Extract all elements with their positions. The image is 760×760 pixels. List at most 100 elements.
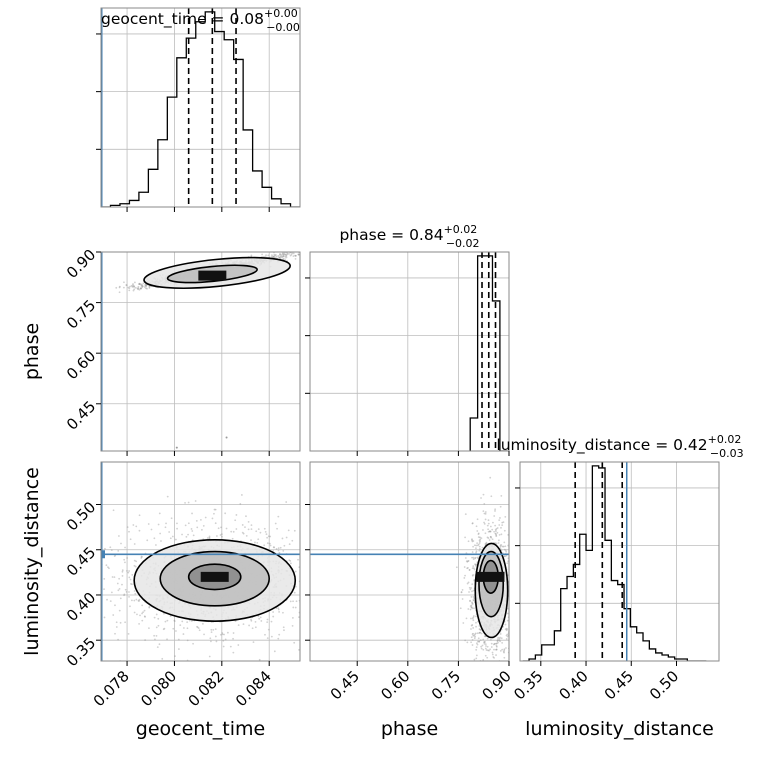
- scatter-point: [472, 632, 475, 635]
- scatter-point: [465, 617, 468, 620]
- scatter-point: [343, 538, 345, 540]
- scatter-point: [289, 562, 292, 565]
- outlier-point: [225, 436, 228, 439]
- scatter-point: [138, 600, 140, 602]
- scatter-point: [474, 632, 477, 635]
- scatter-point: [319, 567, 321, 569]
- scatter-point: [272, 611, 275, 613]
- scatter-point: [361, 584, 363, 586]
- scatter-point: [281, 537, 284, 540]
- scatter-point: [489, 661, 491, 663]
- scatter-point: [483, 642, 486, 645]
- scatter-point: [318, 539, 320, 541]
- scatter-point: [263, 527, 266, 530]
- scatter-point: [252, 641, 255, 644]
- scatter-point: [230, 530, 233, 533]
- scatter-point: [318, 601, 320, 603]
- scatter-point: [475, 615, 477, 618]
- scatter-point: [199, 519, 202, 521]
- scatter-point: [130, 284, 133, 287]
- scatter-point: [490, 646, 493, 648]
- title-prefix: luminosity_distance = 0.42: [496, 436, 707, 455]
- scatter-point: [495, 662, 497, 664]
- scatter-point: [495, 648, 497, 651]
- scatter-point: [295, 600, 298, 603]
- scatter-point: [489, 638, 492, 641]
- scatter-point: [55, 606, 57, 608]
- scatter-point: [211, 517, 214, 520]
- scatter-point: [467, 608, 470, 610]
- scatter-point: [148, 627, 150, 630]
- scatter-point: [470, 617, 472, 620]
- scatter-point: [305, 584, 307, 586]
- scatter-point: [505, 629, 508, 632]
- scatter-point: [459, 607, 462, 610]
- scatter-point: [192, 534, 195, 537]
- scatter-point: [460, 591, 463, 593]
- scatter-point: [512, 599, 514, 601]
- scatter-point: [323, 588, 325, 590]
- scatter-point: [510, 579, 512, 581]
- scatter-point: [472, 567, 475, 570]
- scatter-point: [516, 567, 518, 569]
- scatter-point: [141, 612, 143, 615]
- scatter-point: [132, 524, 135, 526]
- scatter-point: [281, 256, 284, 258]
- scatter-point: [282, 255, 285, 257]
- scatter-point: [522, 608, 524, 610]
- scatter-point: [320, 561, 322, 563]
- scatter-point: [343, 539, 345, 541]
- scatter-point: [109, 546, 112, 549]
- scatter-point: [495, 666, 497, 668]
- scatter-point: [493, 643, 496, 645]
- scatter-point: [157, 523, 160, 526]
- scatter-point: [461, 598, 464, 600]
- scatter-point: [134, 565, 137, 568]
- scatter-point: [492, 669, 494, 671]
- scatter-point: [139, 283, 142, 286]
- scatter-point: [128, 591, 130, 593]
- scatter-point: [126, 526, 129, 529]
- scatter-point: [197, 627, 200, 630]
- x-tick-label: 0.50: [646, 667, 682, 703]
- scatter-point: [267, 254, 270, 257]
- scatter-point: [301, 558, 303, 560]
- scatter-point: [224, 512, 227, 515]
- scatter-point: [479, 540, 481, 543]
- scatter-point: [123, 281, 125, 284]
- scatter-point: [86, 580, 88, 582]
- scatter-point: [303, 590, 305, 592]
- scatter-point: [470, 636, 473, 639]
- scatter-point: [505, 638, 508, 640]
- scatter-point: [472, 565, 475, 568]
- scatter-point: [521, 593, 523, 595]
- scatter-point: [278, 256, 281, 259]
- scatter-point: [475, 625, 477, 628]
- scatter-point: [495, 534, 498, 537]
- scatter-point: [141, 285, 144, 288]
- scatter-point: [198, 629, 201, 632]
- scatter-point: [476, 556, 479, 559]
- scatter-point: [488, 530, 491, 533]
- scatter-point: [471, 633, 474, 635]
- scatter-point: [466, 641, 469, 644]
- scatter-point: [181, 533, 183, 536]
- scatter-point: [224, 638, 227, 641]
- scatter-point: [293, 591, 296, 594]
- scatter-point: [128, 595, 130, 598]
- scatter-point: [250, 254, 253, 257]
- scatter-point: [289, 254, 292, 257]
- scatter-point: [123, 558, 126, 561]
- scatter-point: [515, 621, 517, 623]
- scatter-point: [318, 560, 320, 562]
- scatter-point: [276, 527, 278, 530]
- scatter-point: [281, 253, 284, 256]
- scatter-point: [134, 592, 137, 595]
- scatter-point: [164, 526, 167, 529]
- scatter-point: [314, 626, 316, 628]
- scatter-point: [512, 583, 514, 585]
- scatter-point: [155, 613, 158, 616]
- scatter-point: [128, 530, 130, 533]
- scatter-point: [187, 501, 190, 504]
- scatter-point: [477, 536, 480, 538]
